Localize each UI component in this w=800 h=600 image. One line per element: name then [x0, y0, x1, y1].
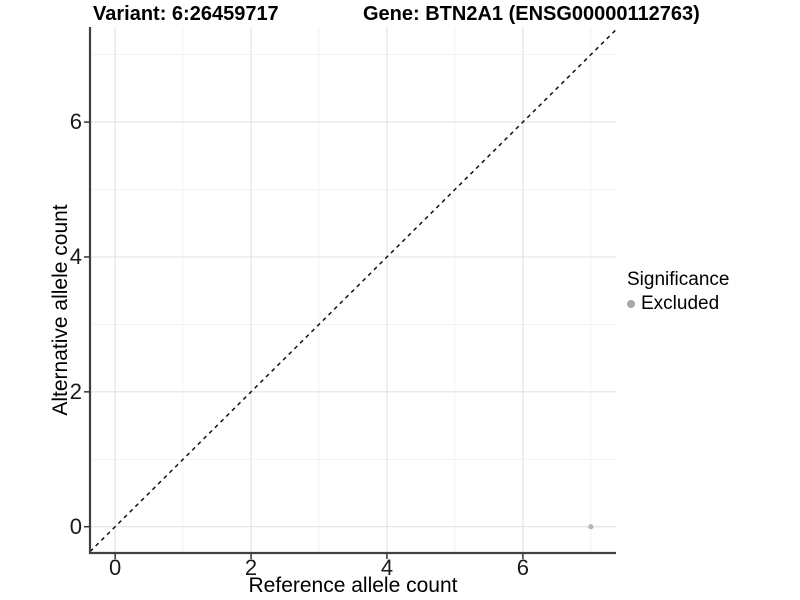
identity-line: [89, 29, 617, 553]
x-tick-label: 6: [516, 555, 530, 580]
legend-item-excluded: Excluded: [627, 293, 729, 315]
y-tick-label: 4: [69, 243, 82, 269]
y-tick-label: 0: [69, 513, 82, 539]
plot-title-variant: Variant: 6:26459717: [93, 3, 279, 25]
legend-item-label: Excluded: [641, 293, 720, 314]
excluded-point-icon: [627, 300, 635, 308]
x-axis-title: Reference allele count: [248, 574, 458, 597]
y-tick-label: 2: [69, 378, 82, 404]
legend-title: Significance: [627, 269, 730, 290]
y-tick-label: 6: [69, 109, 82, 135]
x-tick-label: 0: [109, 555, 122, 580]
data-point: [588, 524, 594, 530]
y-axis-title: Alternative allele count: [49, 204, 72, 416]
x-tick-label: 2: [244, 555, 258, 580]
legend: Significance Excluded: [627, 269, 729, 315]
x-tick-label: 4: [380, 555, 394, 580]
plot-title-gene: Gene: BTN2A1 (ENSG00000112763): [363, 3, 700, 25]
